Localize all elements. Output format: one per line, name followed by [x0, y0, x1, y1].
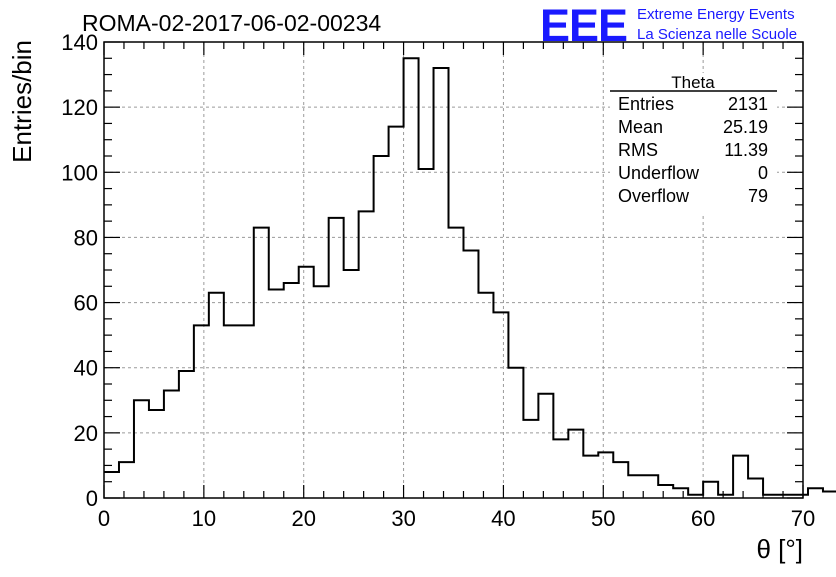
run-title: ROMA-02-2017-06-02-00234 [82, 10, 381, 36]
y-tick-label: 40 [74, 356, 98, 381]
histogram-bin [463, 250, 478, 498]
histogram-bin [778, 495, 793, 498]
x-tick-label: 50 [591, 506, 615, 531]
y-tick-label: 0 [86, 486, 98, 511]
y-tick-label: 140 [61, 30, 98, 55]
histogram-bin [688, 495, 703, 498]
histogram-bin [748, 478, 763, 498]
stats-rms-value: 11.39 [724, 140, 768, 160]
histogram-bin [269, 290, 284, 498]
histogram-bin [284, 283, 299, 498]
y-tick-label: 100 [61, 160, 98, 185]
histogram-bin [658, 485, 673, 498]
stats-mean-label: Mean [618, 117, 663, 137]
histogram-bin [224, 325, 239, 498]
histogram-bin [583, 456, 598, 498]
histogram-bin [793, 495, 808, 498]
y-tick-label: 120 [61, 95, 98, 120]
histogram-bin [613, 462, 628, 498]
y-tick-label: 80 [74, 225, 98, 250]
y-tick-label: 20 [74, 421, 98, 446]
histogram-bin [508, 368, 523, 498]
x-tick-label: 60 [691, 506, 715, 531]
logo-line-2: La Scienza nelle Scuole [637, 26, 797, 43]
x-tick-label: 10 [192, 506, 216, 531]
logo-line-1: Extreme Energy Events [637, 6, 795, 23]
histogram-bin [538, 394, 553, 498]
y-axis-label: Entries/bin [7, 40, 37, 163]
logo-text: EEE [540, 0, 627, 51]
histogram-bin [598, 452, 613, 498]
histogram-layer [104, 57, 836, 498]
histogram-bin [119, 462, 134, 498]
histogram-bin [419, 169, 434, 498]
histogram-bin [329, 218, 344, 498]
histogram-bin [254, 228, 269, 498]
stats-title: Theta [671, 73, 715, 92]
histogram-bin [374, 156, 389, 498]
histogram-bin [628, 475, 643, 498]
x-tick-label: 70 [791, 506, 815, 531]
histogram-bin [808, 488, 823, 498]
stats-entries-value: 2131 [728, 94, 768, 114]
histogram-bin [299, 267, 314, 498]
histogram-bin [149, 410, 164, 498]
stats-overflow-value: 79 [748, 186, 768, 206]
histogram-bin [209, 293, 224, 498]
histogram-bin [478, 293, 493, 498]
axis-layer: 0 10 20 30 40 50 60 70 0 20 40 60 80 100 120 140 [61, 30, 815, 531]
histogram-bin [449, 228, 464, 498]
histogram-bin [733, 456, 748, 498]
stats-box: Theta Entries 2131 Mean 25.19 RMS 11.39 … [610, 73, 777, 213]
histogram-bin [314, 286, 329, 498]
x-axis-label: θ [°] [756, 534, 803, 564]
y-tick-label: 60 [74, 291, 98, 316]
histogram-outline [104, 57, 836, 496]
x-tick-label: 0 [98, 506, 110, 531]
histogram-bin [643, 475, 658, 498]
histogram-bin [359, 211, 374, 498]
histogram-bin [239, 325, 254, 498]
histogram-bin [493, 312, 508, 498]
stats-underflow-label: Underflow [618, 163, 700, 183]
histogram-bin [718, 495, 733, 498]
histogram-bin [104, 472, 119, 498]
histogram-bin [164, 391, 179, 498]
histogram-bin [179, 371, 194, 498]
stats-mean-value: 25.19 [723, 117, 768, 137]
stats-underflow-value: 0 [758, 163, 768, 183]
stats-entries-label: Entries [618, 94, 674, 114]
histogram-bin [434, 68, 449, 498]
histogram-bin [523, 420, 538, 498]
x-tick-label: 20 [291, 506, 315, 531]
histogram-bin [344, 270, 359, 498]
histogram-bin [763, 495, 778, 498]
x-tick-label: 30 [391, 506, 415, 531]
histogram-bin [673, 488, 688, 498]
histogram-bin [568, 430, 583, 498]
histogram-bin [823, 491, 836, 498]
histogram-bin [389, 127, 404, 498]
stats-rms-label: RMS [618, 140, 658, 160]
histogram-bin [134, 400, 149, 498]
histogram-bin [404, 58, 419, 498]
eee-logo: EEE Extreme Energy Events La Scienza nel… [540, 0, 797, 51]
histogram-bin [703, 482, 718, 498]
histogram-bin [194, 325, 209, 498]
stats-overflow-label: Overflow [618, 186, 690, 206]
histogram-bin [553, 439, 568, 498]
x-tick-label: 40 [491, 506, 515, 531]
